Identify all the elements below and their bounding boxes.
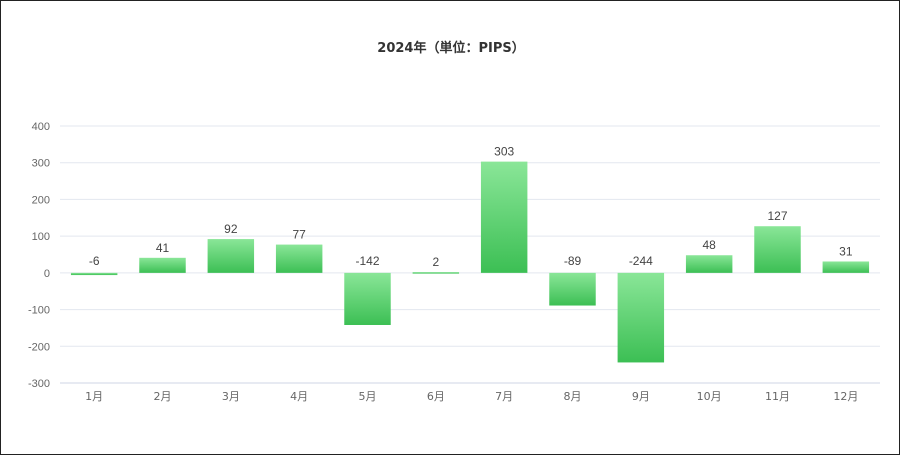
bar-1月[interactable]: [70, 272, 118, 276]
data-label: 92: [224, 222, 238, 236]
data-label: 127: [767, 209, 787, 223]
y-tick-label: 400: [32, 121, 50, 133]
x-tick-label: 3月: [222, 390, 240, 403]
data-label: 31: [839, 244, 853, 258]
bar-2月[interactable]: [139, 257, 186, 273]
bar-7月[interactable]: [480, 161, 528, 273]
bar-10月[interactable]: [685, 255, 733, 273]
data-label: -142: [355, 254, 379, 268]
chart-title: 2024年（単位：PIPS）: [377, 41, 525, 56]
bar-11月[interactable]: [754, 226, 801, 273]
x-tick-label: 2月: [154, 390, 172, 403]
y-tick-label: 0: [44, 268, 50, 280]
bar-6月[interactable]: [412, 272, 460, 274]
y-tick-label: 300: [32, 158, 50, 170]
y-tick-label: 100: [32, 231, 50, 243]
data-label: -6: [89, 254, 100, 268]
y-tick-label: -200: [28, 341, 50, 353]
bar-5月[interactable]: [344, 272, 391, 325]
bar-8月[interactable]: [549, 272, 596, 306]
data-label: 48: [702, 238, 716, 252]
y-tick-label: -300: [28, 378, 50, 390]
y-tick-label: 200: [32, 194, 50, 206]
bar-9月[interactable]: [617, 272, 665, 363]
bar-3月[interactable]: [207, 239, 255, 273]
data-label: -89: [564, 254, 582, 268]
x-tick-label: 7月: [495, 390, 513, 403]
data-label: 303: [494, 145, 514, 159]
x-tick-label: 6月: [427, 390, 445, 403]
y-tick-label: -100: [28, 305, 50, 317]
bar-4月[interactable]: [275, 244, 323, 273]
bar-12月[interactable]: [822, 261, 870, 273]
x-tick-label: 12月: [833, 390, 858, 403]
x-tick-label: 1月: [85, 390, 103, 403]
x-tick-label: 10月: [697, 390, 722, 403]
data-label: 2: [432, 255, 439, 269]
x-tick-label: 8月: [564, 390, 582, 403]
data-label: 77: [292, 228, 306, 242]
data-label: -244: [629, 254, 653, 268]
x-tick-label: 11月: [765, 390, 790, 403]
x-tick-label: 9月: [632, 390, 650, 403]
x-tick-label: 5月: [359, 390, 377, 403]
data-label: 41: [156, 241, 170, 255]
x-tick-label: 4月: [290, 390, 308, 403]
